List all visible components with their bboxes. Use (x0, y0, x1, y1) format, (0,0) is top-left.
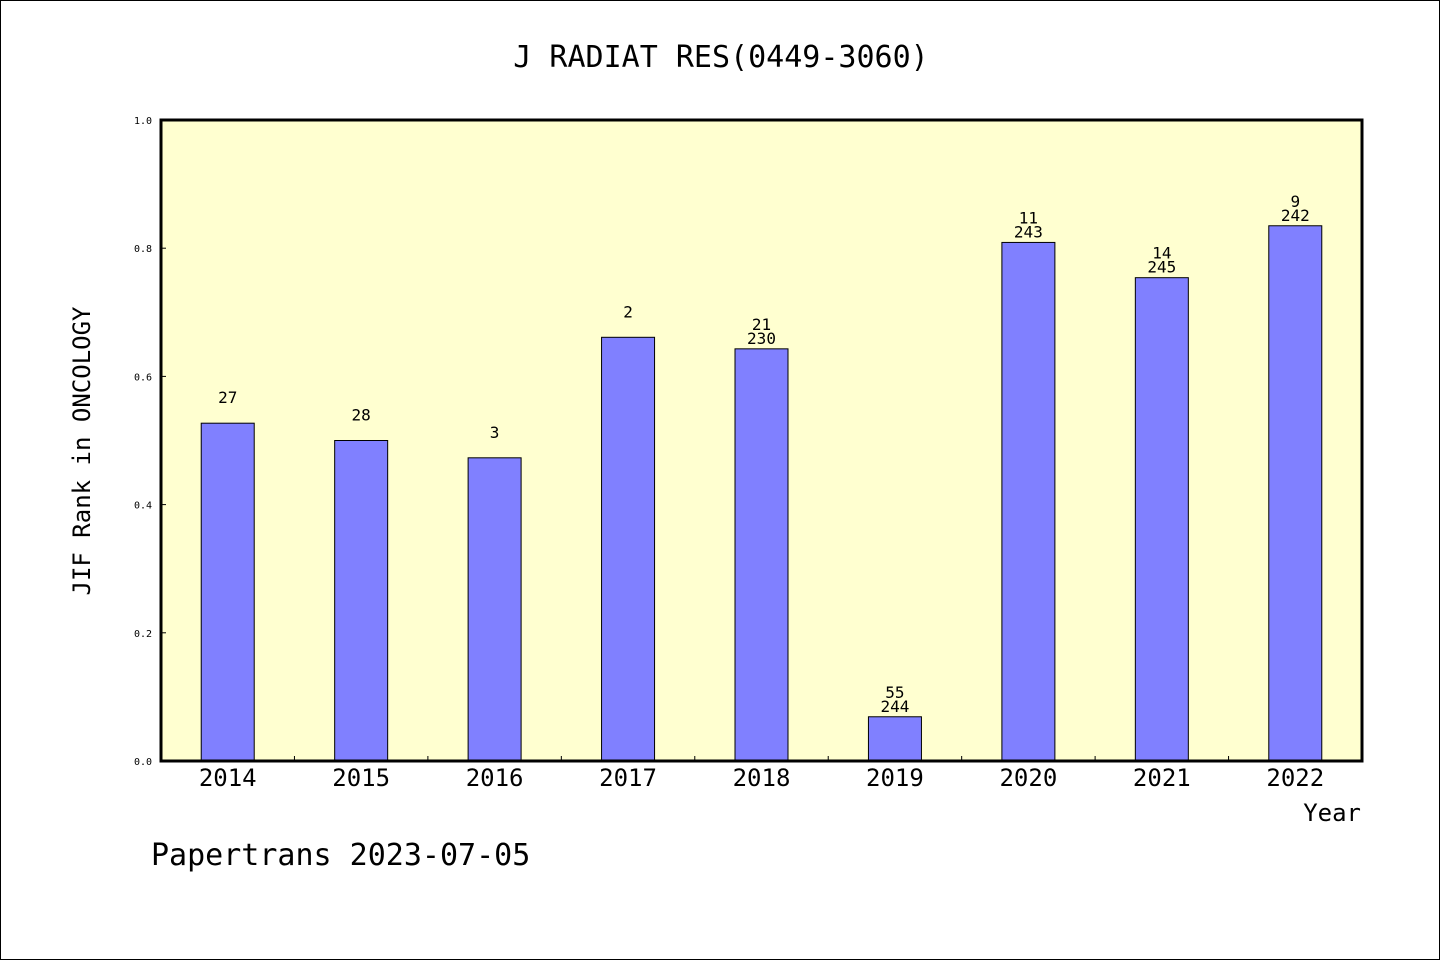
y-tick-label: 0.4 (134, 501, 152, 512)
bar (334, 440, 389, 762)
bar (200, 422, 255, 762)
y-axis-label: JIF Rank in ONCOLOGY (68, 306, 96, 596)
bar-rank-label: 28 (352, 406, 371, 425)
bar (1001, 241, 1056, 762)
x-tick-label: 2019 (866, 764, 924, 792)
y-tick-label: 0.0 (134, 757, 152, 768)
bar (467, 457, 522, 762)
bar (1134, 277, 1189, 762)
bar-rank-label: 11 (1019, 208, 1038, 227)
footer-credit: Papertrans 2023-07-05 (151, 838, 530, 873)
y-tick-label: 0.6 (134, 372, 152, 383)
bar (601, 336, 656, 762)
y-tick-label: 0.8 (134, 244, 152, 255)
bar-rank-label: 14 (1152, 244, 1171, 263)
x-tick-label: 2015 (332, 764, 390, 792)
x-tick-label: 2022 (1266, 764, 1324, 792)
bar-rank-label: 9 (1290, 192, 1300, 211)
y-tick-label: 0.2 (134, 629, 152, 640)
x-tick-label: 2020 (999, 764, 1057, 792)
x-tick-label: 2021 (1133, 764, 1191, 792)
x-axis-ticks: 2014 2015 2016 2017 2018 2019 2020 2021 2022 (199, 756, 1324, 792)
bar-rank-label: 2 (623, 302, 633, 321)
x-tick-label: 2014 (199, 764, 257, 792)
bar (734, 348, 789, 762)
bar-rank-label: 55 (885, 683, 904, 702)
bar-total-label: 245 (1147, 258, 1176, 277)
bar-rank-label: 27 (218, 388, 237, 407)
x-tick-label: 2017 (599, 764, 657, 792)
bar-total-label: 230 (747, 329, 776, 348)
plot-border (159, 118, 1364, 763)
y-tick-label: 1.0 (134, 116, 152, 127)
bar-rank-label: 21 (752, 315, 771, 334)
bar-total-label: 244 (880, 697, 909, 716)
x-axis-label: Year (1303, 799, 1361, 827)
bar-rank-label: 3 (490, 423, 500, 442)
bar-total-label: 243 (1014, 222, 1043, 241)
x-tick-label: 2018 (733, 764, 791, 792)
x-tick-label: 2016 (466, 764, 524, 792)
bar (1268, 225, 1323, 762)
bar (867, 716, 922, 762)
bar-total-label: 242 (1281, 206, 1310, 225)
chart-title: J RADIAT RES(0449-3060) (513, 40, 928, 75)
